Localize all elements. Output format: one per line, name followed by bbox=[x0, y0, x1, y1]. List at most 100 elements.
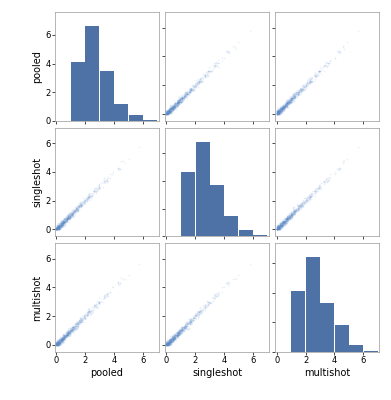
Point bbox=[81, 200, 87, 206]
Point bbox=[276, 108, 282, 114]
Point bbox=[55, 224, 61, 231]
Point bbox=[169, 107, 176, 113]
Point bbox=[288, 213, 294, 220]
Point bbox=[298, 86, 305, 92]
Point bbox=[59, 221, 65, 228]
Point bbox=[178, 99, 185, 106]
Point bbox=[61, 334, 67, 340]
Point bbox=[289, 94, 295, 101]
Point bbox=[59, 334, 66, 341]
Point bbox=[274, 224, 281, 230]
Point bbox=[170, 334, 177, 340]
Point bbox=[66, 330, 72, 336]
Point bbox=[178, 325, 185, 331]
Point bbox=[277, 222, 283, 229]
Point bbox=[163, 342, 170, 348]
Point bbox=[197, 78, 203, 84]
Point bbox=[167, 109, 173, 116]
Point bbox=[164, 109, 170, 116]
Point bbox=[61, 337, 68, 343]
Point bbox=[178, 330, 185, 336]
Point bbox=[53, 225, 59, 231]
Point bbox=[279, 222, 285, 229]
Point bbox=[293, 207, 299, 214]
Point bbox=[61, 335, 67, 342]
Point bbox=[174, 332, 180, 339]
Point bbox=[59, 218, 66, 224]
Point bbox=[190, 315, 196, 321]
Point bbox=[204, 70, 210, 77]
Point bbox=[289, 97, 295, 103]
Point bbox=[276, 111, 283, 117]
Point bbox=[303, 80, 310, 86]
Point bbox=[235, 39, 241, 45]
Point bbox=[58, 222, 65, 228]
Point bbox=[285, 214, 292, 221]
Point bbox=[66, 212, 73, 219]
Point bbox=[170, 334, 177, 340]
Point bbox=[165, 342, 171, 348]
Point bbox=[80, 194, 86, 201]
Point bbox=[176, 332, 182, 338]
Point bbox=[276, 104, 283, 111]
Point bbox=[183, 324, 189, 330]
Point bbox=[278, 222, 284, 229]
Point bbox=[163, 110, 170, 117]
Point bbox=[163, 340, 170, 346]
Point bbox=[292, 89, 299, 96]
Point bbox=[171, 101, 177, 107]
Point bbox=[285, 214, 292, 220]
Point bbox=[289, 96, 296, 102]
Point bbox=[171, 334, 178, 340]
Point bbox=[170, 335, 176, 341]
Point bbox=[275, 108, 281, 114]
Point bbox=[67, 329, 73, 335]
Point bbox=[166, 340, 172, 347]
Point bbox=[288, 98, 294, 104]
Point bbox=[166, 341, 172, 347]
Point bbox=[203, 301, 210, 307]
Point bbox=[200, 71, 206, 78]
Point bbox=[163, 341, 170, 348]
Point bbox=[291, 207, 297, 214]
Point bbox=[275, 108, 281, 114]
Point bbox=[164, 108, 170, 114]
Point bbox=[95, 186, 102, 192]
Point bbox=[65, 213, 72, 220]
Point bbox=[309, 188, 315, 194]
Point bbox=[71, 210, 77, 216]
Point bbox=[274, 226, 280, 232]
Point bbox=[279, 104, 285, 110]
Point bbox=[284, 217, 290, 223]
Point bbox=[81, 198, 87, 204]
Point bbox=[292, 208, 299, 214]
Point bbox=[67, 329, 74, 335]
Point bbox=[321, 178, 327, 184]
Point bbox=[286, 100, 292, 107]
Point bbox=[277, 222, 283, 228]
Point bbox=[179, 98, 186, 104]
Point bbox=[293, 92, 299, 98]
Point bbox=[306, 80, 312, 86]
Point bbox=[282, 103, 289, 110]
Point bbox=[276, 224, 282, 230]
Point bbox=[53, 342, 59, 348]
Point bbox=[281, 222, 287, 228]
Point bbox=[172, 330, 178, 336]
Point bbox=[285, 100, 292, 106]
Point bbox=[188, 88, 195, 95]
Point bbox=[185, 89, 191, 95]
Point bbox=[232, 44, 239, 51]
Point bbox=[56, 223, 63, 229]
Point bbox=[62, 218, 68, 224]
Point bbox=[79, 317, 85, 323]
Point bbox=[323, 60, 329, 66]
Point bbox=[283, 214, 289, 221]
Point bbox=[278, 223, 284, 229]
Point bbox=[101, 293, 108, 299]
Point bbox=[290, 95, 296, 102]
Point bbox=[282, 103, 288, 110]
Point bbox=[178, 327, 184, 334]
Point bbox=[284, 101, 290, 107]
Point bbox=[168, 335, 174, 341]
